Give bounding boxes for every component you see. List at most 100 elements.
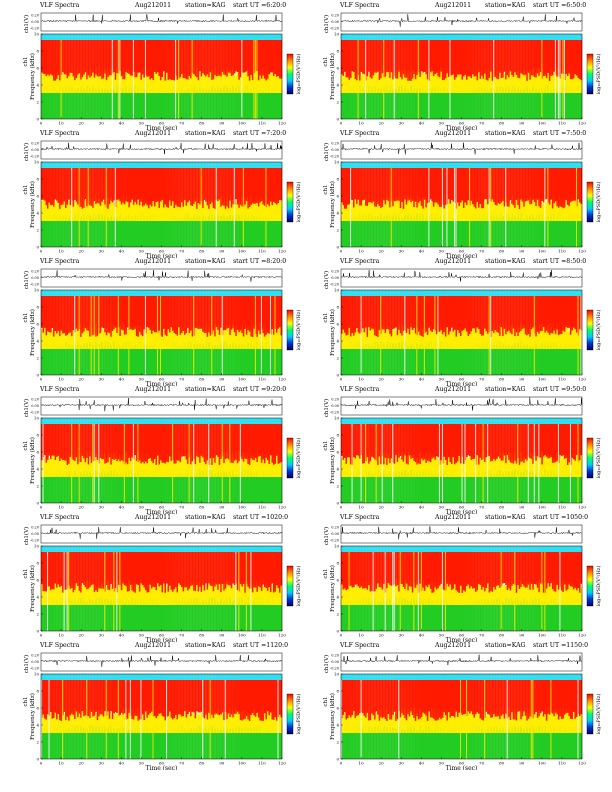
timeseries-line	[40, 142, 283, 155]
x-tick-label: 60	[459, 633, 465, 638]
panel-date: Aug212011	[435, 386, 472, 393]
ch1-axis-label: ch1(V)	[23, 15, 30, 33]
y-tick-label: 10	[334, 160, 340, 165]
frequency-axis-label: Frequency (kHz)	[29, 309, 36, 356]
x-tick-label: 30	[399, 377, 405, 382]
panel-station: station=KAG	[485, 642, 526, 649]
ch1-axis-label: ch1(V)	[23, 527, 30, 545]
spectrogram-panel: VLF Spectra Aug212011 station=KAG start UT …	[310, 2, 610, 132]
x-tick-label: 70	[479, 761, 485, 766]
spectrogram-image	[41, 34, 283, 119]
x-tick-label: 90	[519, 121, 525, 126]
panel-date: Aug212011	[135, 514, 172, 521]
time-axis-label: Time (sec)	[146, 125, 178, 130]
x-tick-label: 100	[238, 505, 246, 510]
ch1-axis-label: ch1(V)	[323, 527, 330, 545]
x-tick-label: 110	[558, 377, 566, 382]
frequency-axis-label: Frequency (kHz)	[29, 181, 36, 228]
spectrogram-image	[41, 418, 283, 503]
ts-tick-label: 0.20	[31, 398, 39, 402]
ch1-side-label: ch1	[323, 440, 329, 450]
x-tick-label: 10	[59, 505, 65, 510]
x-tick-label: 120	[278, 633, 286, 638]
ts-tick-label: 0.00	[31, 148, 39, 152]
x-tick-label: 50	[439, 761, 445, 766]
x-tick-label: 90	[519, 377, 525, 382]
ts-tick-label: 0.00	[331, 532, 339, 536]
y-tick-label: 10	[34, 160, 40, 165]
ch1-axis-label: ch1(V)	[323, 143, 330, 161]
x-tick-label: 10	[59, 121, 65, 126]
time-axis-label: Time (sec)	[146, 381, 178, 386]
colorbar	[286, 181, 294, 223]
x-tick-label: 120	[578, 377, 586, 382]
time-axis-label: Time (sec)	[446, 637, 478, 642]
y-tick-label: 6	[336, 450, 339, 455]
x-tick-label: 20	[379, 377, 385, 382]
y-tick-label: 4	[336, 595, 339, 600]
timeseries-line	[40, 398, 283, 412]
y-tick-label: 10	[334, 416, 340, 421]
y-tick-label: 6	[36, 322, 39, 327]
y-tick-label: 8	[336, 561, 339, 566]
ts-tick-label: -0.20	[30, 411, 39, 415]
ts-tick-label: -0.20	[330, 27, 339, 31]
ch1-axis-label: ch1(V)	[323, 399, 330, 417]
panel-start-time: start UT =1050:0	[533, 514, 589, 521]
x-tick-label: 0	[340, 249, 343, 254]
timeseries-line	[340, 654, 583, 666]
x-tick-label: 60	[159, 633, 165, 638]
x-tick-label: 100	[538, 505, 546, 510]
ts-tick-label: 0.20	[331, 398, 339, 402]
spectrogram-image	[341, 546, 583, 631]
y-tick-label: 0	[36, 117, 39, 122]
x-tick-label: 110	[558, 505, 566, 510]
x-tick-label: 80	[199, 377, 205, 382]
y-tick-label: 6	[336, 194, 339, 199]
x-tick-label: 120	[278, 377, 286, 382]
ts-tick-label: 0.00	[31, 660, 39, 664]
y-tick-label: 8	[36, 561, 39, 566]
panel-date: Aug212011	[435, 2, 472, 9]
panel-title: VLF Spectra	[340, 386, 380, 393]
y-tick-label: 8	[336, 433, 339, 438]
time-axis-label: Time (sec)	[446, 253, 478, 258]
spectrogram-image	[41, 290, 283, 375]
colorbar-label: log₁₀PSD(V²/Hz)	[295, 566, 302, 607]
panel-title: VLF Spectra	[340, 2, 380, 9]
x-tick-label: 10	[359, 249, 365, 254]
y-tick-label: 10	[334, 672, 340, 677]
panel-header: VLF Spectra Aug212011 station=KAG start UT …	[340, 386, 610, 394]
x-tick-label: 0	[340, 377, 343, 382]
x-tick-label: 110	[258, 377, 266, 382]
y-tick-label: 2	[336, 356, 339, 361]
panel-start-time: start UT =1120:0	[233, 642, 289, 649]
x-tick-label: 30	[99, 633, 105, 638]
x-tick-label: 10	[359, 633, 365, 638]
x-tick-label: 70	[179, 249, 185, 254]
x-tick-label: 80	[199, 633, 205, 638]
x-tick-label: 20	[379, 121, 385, 126]
ch1-side-label: ch1	[23, 184, 29, 194]
ts-tick-label: 0.20	[331, 14, 339, 18]
y-tick-label: 0	[36, 629, 39, 634]
y-tick-label: 2	[336, 228, 339, 233]
colorbar	[286, 565, 294, 607]
x-tick-label: 110	[558, 761, 566, 766]
y-tick-label: 6	[336, 578, 339, 583]
y-tick-label: 6	[36, 450, 39, 455]
ts-tick-label: -0.20	[30, 539, 39, 543]
x-tick-label: 120	[578, 633, 586, 638]
x-tick-label: 110	[558, 249, 566, 254]
ch1-side-label: ch1	[23, 568, 29, 578]
ch1-axis-label: ch1(V)	[323, 15, 330, 33]
y-tick-label: 0	[36, 245, 39, 250]
x-tick-label: 20	[79, 249, 85, 254]
y-tick-label: 2	[36, 228, 39, 233]
panel-header: VLF Spectra Aug212011 station=KAG start UT …	[340, 2, 610, 10]
panel-title: VLF Spectra	[40, 258, 80, 265]
y-tick-label: 2	[36, 484, 39, 489]
x-tick-label: 0	[340, 633, 343, 638]
